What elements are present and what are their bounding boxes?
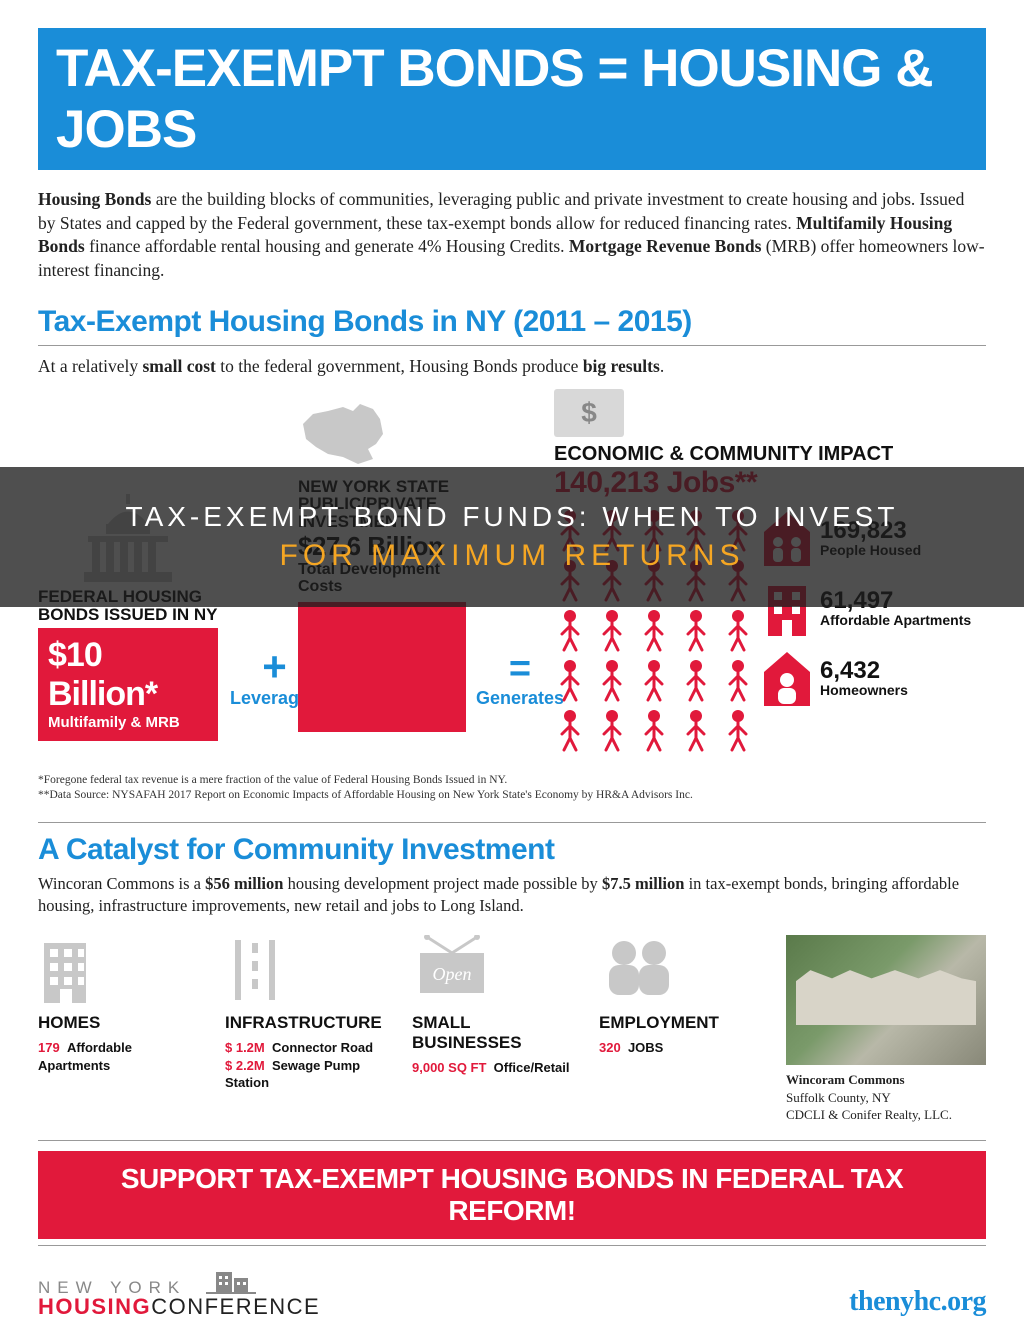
footnote-2: **Data Source: NYSAFAH 2017 Report on Ec… bbox=[38, 788, 986, 804]
overlay-line2: FOR MAXIMUM RETURNS bbox=[280, 539, 745, 573]
person-icon bbox=[722, 608, 754, 652]
overlay-line1: TAX-EXEMPT BOND FUNDS: WHEN TO INVEST bbox=[126, 501, 899, 533]
section1-subtitle: At a relatively small cost to the federa… bbox=[38, 356, 986, 377]
benefit-line: 9,000 SQ FT Office/Retail bbox=[412, 1059, 573, 1077]
footnotes: *Foregone federal tax revenue is a mere … bbox=[38, 773, 986, 804]
person-icon bbox=[596, 708, 628, 752]
person-icon bbox=[722, 658, 754, 702]
person-icon bbox=[596, 608, 628, 652]
wincoram-photo bbox=[786, 935, 986, 1065]
generates-label: Generates bbox=[476, 688, 564, 709]
federal-value-box: $10 Billion* Multifamily & MRB bbox=[38, 628, 218, 741]
stat-label: Homeowners bbox=[820, 683, 908, 698]
photo-caption: Wincoram Commons Suffolk County, NY CDCL… bbox=[786, 1071, 986, 1124]
equals-icon: = bbox=[476, 650, 564, 688]
benefit-line: 179 Affordable Apartments bbox=[38, 1039, 199, 1074]
person-icon bbox=[722, 708, 754, 752]
ny-state-icon bbox=[298, 399, 388, 469]
intro-bold3: Mortgage Revenue Bonds bbox=[569, 236, 761, 256]
federal-value: $10 Billion* bbox=[48, 636, 208, 714]
ny-red-square bbox=[298, 602, 466, 732]
section2-title: A Catalyst for Community Investment bbox=[38, 833, 986, 867]
benefit-line: 320 JOBS bbox=[599, 1039, 760, 1057]
stat-homeowners: 6,432 Homeowners bbox=[762, 650, 994, 708]
building-icon bbox=[38, 935, 98, 1005]
benefit-line: $ 2.2M Sewage Pump Station bbox=[225, 1057, 386, 1092]
intro-bold1: Housing Bonds bbox=[38, 189, 151, 209]
intro-paragraph: Housing Bonds are the building blocks of… bbox=[38, 188, 986, 283]
photo-column: Wincoram Commons Suffolk County, NY CDCL… bbox=[786, 935, 986, 1124]
open-sign-icon: Open bbox=[412, 935, 492, 1005]
benefit-homes: HOMES 179 Affordable Apartments bbox=[38, 935, 199, 1074]
generates-block: = Generates bbox=[476, 650, 564, 709]
benefit-title: EMPLOYMENT bbox=[599, 1013, 760, 1033]
person-icon bbox=[680, 608, 712, 652]
person-icon bbox=[638, 708, 670, 752]
site-url: thenyhc.org bbox=[849, 1286, 986, 1318]
header-banner: TAX-EXEMPT BONDS = HOUSING & JOBS bbox=[38, 28, 986, 170]
benefit-infrastructure: INFRASTRUCTURE $ 1.2M Connector Road $ 2… bbox=[225, 935, 386, 1092]
dollar-badge-icon: $ bbox=[554, 389, 624, 437]
person-icon bbox=[638, 658, 670, 702]
people-icon bbox=[599, 935, 679, 1005]
person-icon bbox=[680, 708, 712, 752]
footnote-1: *Foregone federal tax revenue is a mere … bbox=[38, 773, 986, 789]
road-icon bbox=[225, 935, 285, 1005]
benefit-title: HOMES bbox=[38, 1013, 199, 1033]
footer: NEW YORK HOUSINGCONFERENCE thenyhc.org bbox=[38, 1268, 986, 1318]
divider bbox=[38, 1140, 986, 1141]
stat-num: 6,432 bbox=[820, 659, 908, 683]
overlay-banner: TAX-EXEMPT BOND FUNDS: WHEN TO INVEST FO… bbox=[0, 467, 1024, 607]
person-icon bbox=[554, 608, 586, 652]
benefits-row: HOMES 179 Affordable Apartments INFRASTR… bbox=[38, 935, 986, 1124]
header-title: TAX-EXEMPT BONDS = HOUSING & JOBS bbox=[56, 38, 968, 160]
benefit-title: INFRASTRUCTURE bbox=[225, 1013, 386, 1033]
divider bbox=[38, 1245, 986, 1246]
person-icon bbox=[554, 658, 586, 702]
section1-title: Tax-Exempt Housing Bonds in NY (2011 – 2… bbox=[38, 305, 986, 339]
person-icon bbox=[554, 708, 586, 752]
cta-text: SUPPORT TAX-EXEMPT HOUSING BONDS IN FEDE… bbox=[121, 1163, 903, 1226]
person-icon bbox=[680, 658, 712, 702]
person-icon bbox=[638, 608, 670, 652]
divider bbox=[38, 822, 986, 823]
benefit-line: $ 1.2M Connector Road bbox=[225, 1039, 386, 1057]
nyhc-logo: NEW YORK HOUSINGCONFERENCE bbox=[38, 1268, 320, 1318]
cta-banner: SUPPORT TAX-EXEMPT HOUSING BONDS IN FEDE… bbox=[38, 1151, 986, 1239]
impact-title: ECONOMIC & COMMUNITY IMPACT bbox=[554, 443, 994, 466]
mini-building-icon bbox=[206, 1268, 256, 1296]
benefit-small-businesses: Open SMALL BUSINESSES 9,000 SQ FT Office… bbox=[412, 935, 573, 1077]
benefit-employment: EMPLOYMENT 320 JOBS bbox=[599, 935, 760, 1057]
person-icon bbox=[596, 658, 628, 702]
divider bbox=[38, 345, 986, 346]
stat-label: Affordable Apartments bbox=[820, 613, 971, 628]
svg-text:Open: Open bbox=[433, 964, 472, 984]
section2-text: Wincoran Commons is a $56 million housin… bbox=[38, 873, 986, 918]
benefit-title: SMALL BUSINESSES bbox=[412, 1013, 573, 1053]
federal-sublabel: Multifamily & MRB bbox=[48, 714, 208, 731]
house-person-icon bbox=[762, 650, 812, 708]
